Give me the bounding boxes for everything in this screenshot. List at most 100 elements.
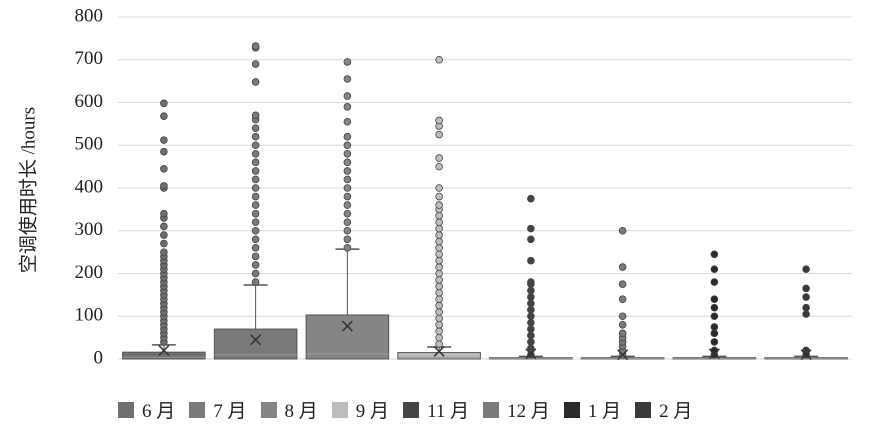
outlier — [618, 263, 627, 271]
legend-label: 6 月 — [142, 401, 176, 422]
y-tick-label: 300 — [75, 219, 104, 240]
outlier — [527, 306, 535, 314]
outlier — [251, 78, 260, 86]
outlier — [343, 201, 352, 209]
mean-marker — [800, 349, 812, 361]
outlier — [435, 308, 443, 316]
y-tick-label: 700 — [75, 48, 104, 69]
y-tick-label: 0 — [94, 347, 104, 368]
legend-item: 6 月 — [118, 396, 175, 423]
legend-item: 12 月 — [483, 396, 550, 423]
outlier — [435, 288, 443, 297]
outlier — [527, 286, 535, 295]
outlier — [435, 184, 443, 192]
outlier — [435, 55, 443, 64]
outlier — [618, 320, 627, 329]
outlier — [618, 280, 627, 288]
outlier — [618, 226, 627, 235]
y-tick-label: 600 — [75, 91, 104, 112]
outlier — [435, 211, 443, 220]
box — [213, 328, 298, 360]
outlier — [251, 218, 260, 227]
y-tick-label: 800 — [75, 5, 104, 26]
outlier — [802, 265, 810, 274]
outlier — [251, 278, 260, 286]
legend-swatch — [563, 401, 580, 418]
outlier — [160, 231, 168, 239]
outlier — [251, 42, 260, 50]
outlier — [343, 175, 352, 184]
legend-item: 2 月 — [635, 396, 692, 423]
outlier — [251, 175, 260, 184]
outlier — [527, 224, 535, 233]
outlier — [435, 263, 443, 271]
outlier — [343, 132, 352, 141]
legend-label: 12 月 — [507, 401, 550, 422]
outlier — [251, 226, 260, 235]
outlier — [251, 132, 260, 141]
outlier — [160, 182, 168, 190]
outlier — [251, 184, 260, 192]
outlier — [251, 60, 260, 68]
outlier — [527, 256, 535, 265]
outlier — [160, 222, 168, 231]
outlier — [618, 312, 627, 321]
mean-marker — [433, 345, 445, 357]
outlier — [435, 224, 443, 233]
mean-marker — [158, 344, 170, 356]
outlier — [160, 164, 168, 173]
y-tick-label: 500 — [75, 134, 104, 155]
outlier — [710, 295, 719, 303]
mean-marker — [525, 348, 537, 360]
outlier — [802, 303, 810, 312]
legend-label: 2 月 — [659, 401, 693, 422]
outlier — [435, 333, 443, 342]
outlier — [435, 231, 443, 239]
legend-item: 7 月 — [189, 396, 247, 423]
outlier — [527, 318, 535, 327]
outlier — [343, 92, 352, 100]
outlier — [435, 301, 443, 310]
outlier — [435, 276, 443, 284]
outlier — [160, 147, 168, 156]
outlier — [527, 299, 535, 308]
legend-label: 9 月 — [355, 401, 390, 422]
outlier — [251, 192, 260, 201]
outlier — [710, 323, 719, 331]
outlier — [343, 141, 352, 150]
y-axis-label: 空调使用时长 /hours — [17, 107, 39, 273]
outlier — [527, 235, 535, 244]
outlier — [251, 261, 260, 269]
outlier — [343, 150, 352, 158]
box — [397, 352, 481, 360]
legend-label: 7 月 — [213, 401, 247, 422]
outlier — [527, 194, 535, 203]
outlier — [343, 226, 352, 235]
outlier — [251, 111, 260, 120]
outlier — [710, 312, 719, 321]
outlier — [435, 250, 443, 259]
outlier — [251, 235, 260, 244]
outlier — [160, 99, 168, 108]
mean-marker — [250, 334, 262, 346]
legend-swatch — [118, 401, 134, 418]
legend-label: 1 月 — [587, 401, 622, 422]
legend-swatch — [403, 401, 420, 418]
outlier — [527, 338, 535, 346]
outlier — [435, 256, 443, 265]
outlier — [435, 340, 443, 348]
outlier — [710, 338, 719, 346]
outlier — [343, 158, 352, 167]
outlier — [527, 325, 535, 333]
outlier — [527, 293, 535, 301]
outlier — [343, 58, 352, 66]
outlier — [251, 252, 260, 261]
legend-item: 9 月 — [331, 396, 390, 423]
outlier — [343, 117, 352, 126]
outlier — [343, 244, 352, 252]
box — [122, 351, 206, 360]
outlier — [160, 112, 168, 120]
outlier — [251, 150, 260, 158]
legend-swatch — [483, 401, 500, 418]
outlier — [435, 218, 443, 227]
